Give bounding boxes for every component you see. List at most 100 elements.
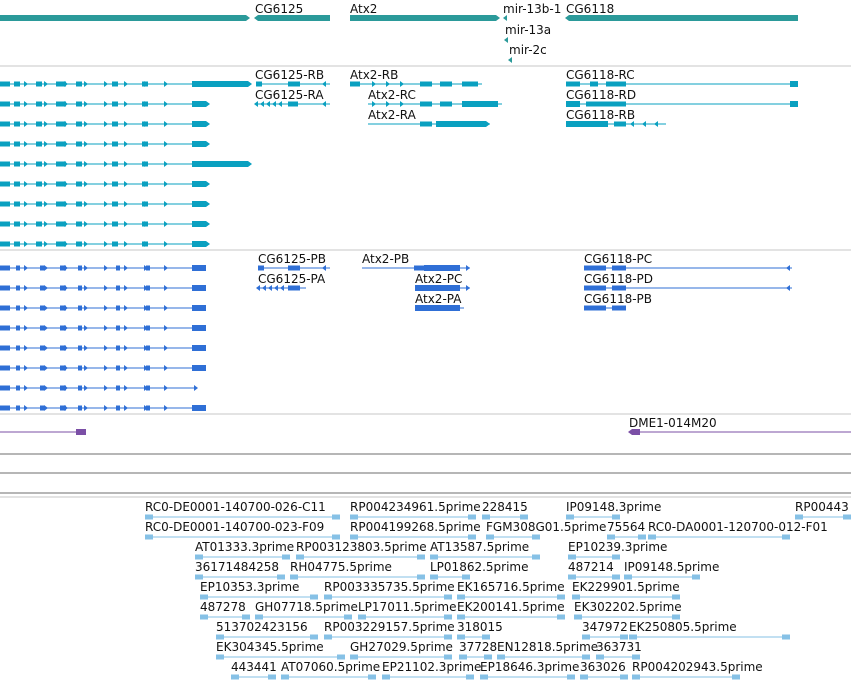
est-label[interactable]: 318015 [457, 620, 503, 634]
est-track[interactable] [145, 514, 851, 680]
est-exon[interactable] [629, 634, 637, 640]
est-exon[interactable] [557, 614, 565, 620]
est-label[interactable]: 75564 [607, 520, 646, 534]
exon[interactable] [606, 81, 626, 87]
est-exon[interactable] [324, 634, 332, 640]
est-exon[interactable] [145, 534, 153, 540]
exon[interactable] [462, 81, 478, 87]
est-exon[interactable] [566, 514, 574, 520]
exon[interactable] [78, 385, 82, 391]
gene-bar[interactable] [350, 15, 496, 21]
exon[interactable] [192, 325, 206, 331]
exon[interactable] [424, 265, 460, 271]
exon[interactable] [566, 101, 580, 107]
exon[interactable] [192, 265, 206, 271]
est-exon[interactable] [480, 674, 488, 680]
est-exon[interactable] [624, 574, 632, 580]
exon[interactable] [112, 221, 118, 227]
est-exon[interactable] [672, 614, 680, 620]
clone-end[interactable] [76, 429, 86, 435]
exon[interactable] [288, 285, 300, 291]
exon[interactable] [36, 221, 42, 227]
est-exon[interactable] [482, 514, 490, 520]
exon[interactable] [60, 325, 66, 331]
exon[interactable] [56, 101, 66, 107]
est-exon[interactable] [632, 654, 640, 660]
exon[interactable] [56, 221, 66, 227]
est-label[interactable]: GH07718.5prime [255, 600, 358, 614]
est-exon[interactable] [200, 614, 208, 620]
exon[interactable] [0, 385, 10, 391]
exon[interactable] [0, 265, 10, 271]
est-label[interactable]: 347972 [582, 620, 628, 634]
exon[interactable] [586, 101, 626, 107]
exon[interactable] [36, 141, 42, 147]
exon[interactable] [36, 161, 42, 167]
est-label[interactable]: RC0-DE0001-140700-026-C11 [145, 500, 326, 514]
est-exon[interactable] [459, 654, 467, 660]
transcript-label[interactable]: CG6118-RC [566, 68, 635, 82]
est-exon[interactable] [310, 634, 318, 640]
est-label[interactable]: IP09148.3prime [566, 500, 662, 514]
est-label[interactable]: RP00443 [795, 500, 849, 514]
est-exon[interactable] [632, 674, 640, 680]
est-exon[interactable] [782, 634, 790, 640]
exon[interactable] [116, 345, 120, 351]
exon[interactable] [116, 285, 120, 291]
est-exon[interactable] [430, 554, 438, 560]
est-exon[interactable] [466, 674, 474, 680]
exon[interactable] [288, 101, 298, 107]
est-label[interactable]: GH27029.5prime [350, 640, 453, 654]
exon[interactable] [0, 405, 10, 411]
gene-track[interactable] [0, 15, 798, 63]
est-label[interactable]: RP004199268.5prime [350, 520, 481, 534]
est-exon[interactable] [582, 634, 590, 640]
est-exon[interactable] [486, 534, 494, 540]
exon[interactable] [16, 325, 20, 331]
exon[interactable] [288, 265, 300, 271]
exon[interactable] [76, 181, 82, 187]
exon[interactable] [116, 365, 120, 371]
est-exon[interactable] [382, 674, 390, 680]
est-label[interactable]: LP01862.5prime [430, 560, 529, 574]
est-exon[interactable] [672, 594, 680, 600]
exon[interactable] [192, 241, 206, 247]
exon[interactable] [14, 121, 20, 127]
exon[interactable] [112, 181, 118, 187]
exon[interactable] [420, 101, 432, 107]
est-exon[interactable] [648, 534, 656, 540]
exon[interactable] [414, 265, 424, 271]
exon[interactable] [420, 81, 432, 87]
exon[interactable] [288, 81, 300, 87]
exon[interactable] [436, 121, 486, 127]
exon[interactable] [56, 81, 66, 87]
est-label[interactable]: EN12818.5prime [497, 640, 599, 654]
exon[interactable] [78, 265, 82, 271]
est-exon[interactable] [310, 594, 318, 600]
est-exon[interactable] [568, 574, 576, 580]
est-exon[interactable] [482, 634, 490, 640]
est-exon[interactable] [444, 594, 452, 600]
exon[interactable] [76, 221, 82, 227]
est-exon[interactable] [457, 614, 465, 620]
est-exon[interactable] [200, 594, 208, 600]
exon[interactable] [790, 101, 798, 107]
est-exon[interactable] [417, 554, 425, 560]
exon[interactable] [60, 365, 66, 371]
est-label[interactable]: AT13587.5prime [430, 540, 530, 554]
est-label[interactable]: RP004202943.5prime [632, 660, 763, 674]
exon[interactable] [78, 345, 82, 351]
transcript-label[interactable]: Atx2-RB [350, 68, 399, 82]
exon[interactable] [0, 121, 10, 127]
exon[interactable] [14, 241, 20, 247]
exon[interactable] [112, 121, 118, 127]
exon[interactable] [192, 141, 206, 147]
exon[interactable] [0, 181, 10, 187]
est-exon[interactable] [337, 654, 345, 660]
exon[interactable] [192, 365, 206, 371]
exon[interactable] [16, 405, 20, 411]
est-exon[interactable] [350, 654, 358, 660]
est-label[interactable]: RP003123803.5prime [296, 540, 427, 554]
est-exon[interactable] [468, 514, 476, 520]
est-label[interactable]: 443441 [231, 660, 277, 674]
